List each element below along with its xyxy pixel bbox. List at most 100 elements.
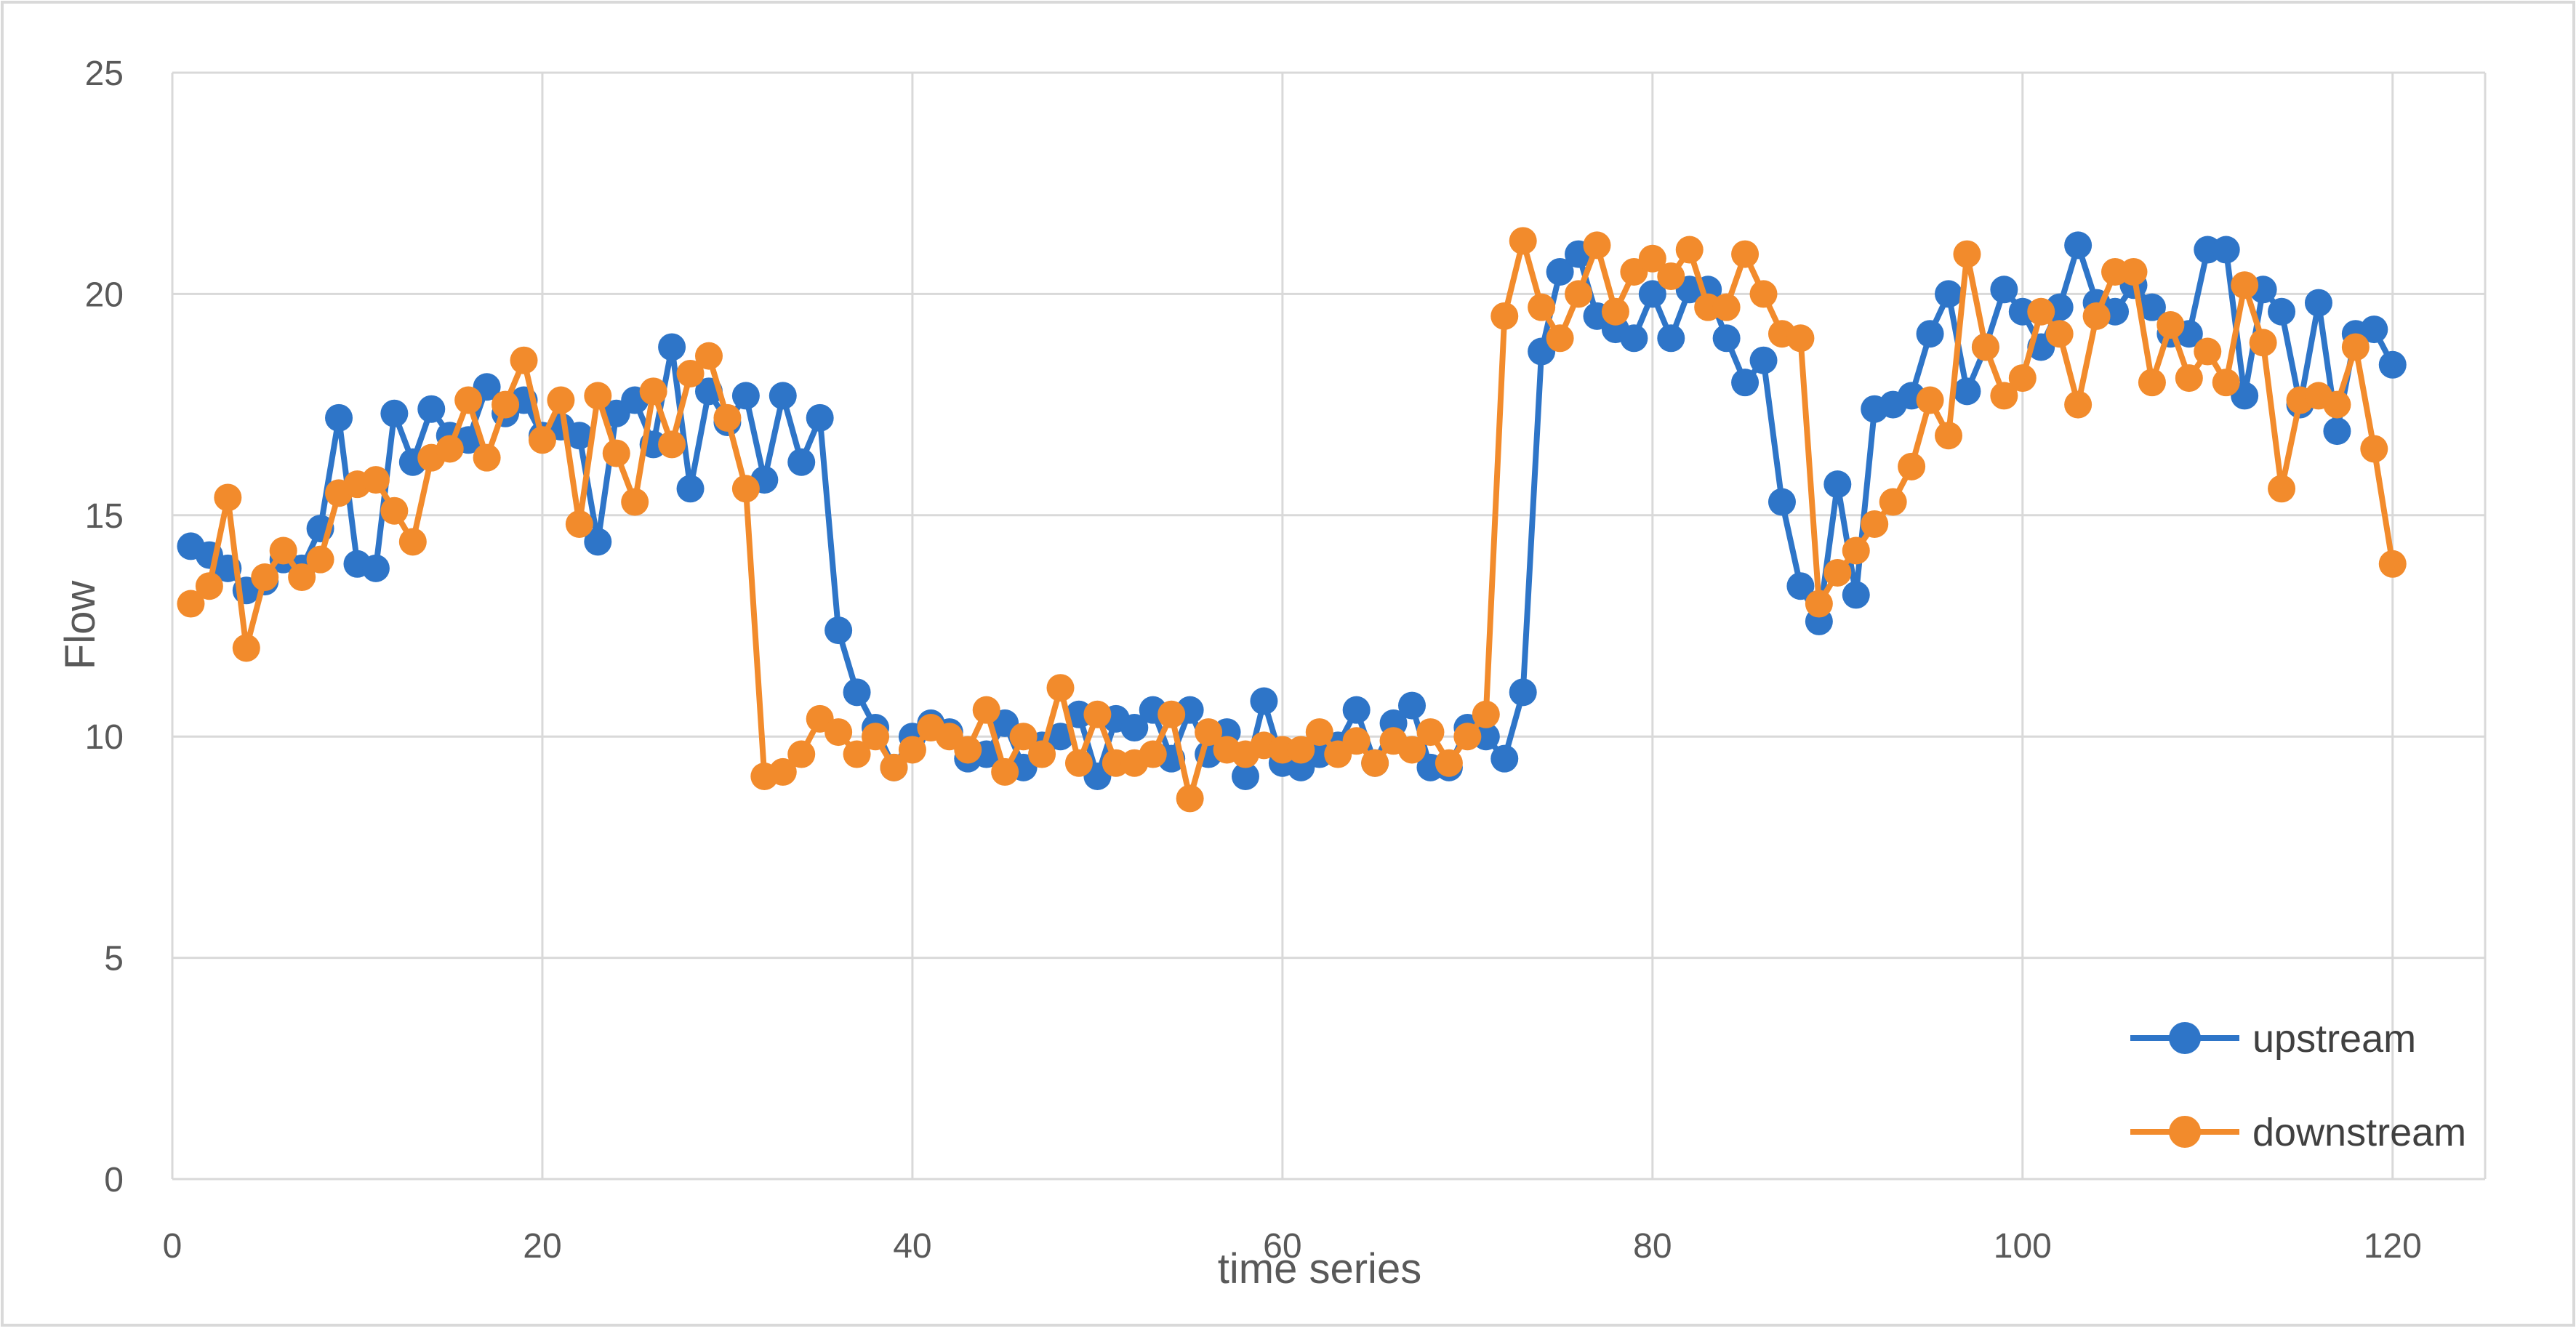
data-point-upstream (1953, 377, 1981, 406)
data-point-downstream (898, 736, 926, 764)
data-point-downstream (824, 718, 853, 747)
data-point-downstream (510, 346, 538, 374)
data-point-downstream (2341, 333, 2370, 361)
y-tick-label: 25 (85, 55, 124, 93)
data-point-upstream (1231, 762, 1259, 790)
data-point-downstream (954, 736, 982, 764)
data-point-downstream (621, 488, 649, 516)
data-point-downstream (694, 342, 723, 370)
legend-swatch-marker (2169, 1022, 2201, 1054)
data-point-downstream (1416, 718, 1445, 747)
data-point-downstream (232, 634, 260, 662)
data-point-upstream (769, 382, 797, 410)
data-point-downstream (288, 563, 316, 592)
data-point-downstream (361, 466, 390, 494)
data-point-downstream (972, 696, 1000, 724)
data-point-upstream (2212, 236, 2240, 264)
data-point-downstream (584, 382, 612, 410)
x-tick-label: 40 (893, 1227, 931, 1266)
data-point-downstream (2323, 390, 2351, 419)
data-point-downstream (1490, 302, 1519, 330)
data-point-upstream (1046, 723, 1075, 751)
data-point-downstream (398, 528, 427, 556)
data-point-downstream (1971, 333, 1999, 361)
data-point-upstream (565, 422, 593, 450)
data-point-downstream (731, 475, 760, 503)
data-point-downstream (1157, 700, 1186, 728)
data-point-downstream (1749, 280, 1778, 308)
y-axis-title: Flow (57, 580, 104, 670)
data-point-upstream (1786, 572, 1815, 600)
data-point-downstream (565, 510, 593, 538)
data-point-upstream (1935, 280, 1963, 308)
data-point-downstream (1712, 293, 1741, 321)
y-tick-label: 20 (85, 276, 124, 314)
data-point-downstream (2045, 320, 2074, 348)
data-point-downstream (1435, 749, 1463, 777)
gridlines (171, 71, 2487, 1181)
x-tick-label: 0 (163, 1227, 182, 1266)
data-point-downstream (1195, 718, 1223, 747)
data-point-downstream (880, 753, 908, 781)
data-point-downstream (1898, 452, 1926, 480)
x-tick-label: 120 (2364, 1227, 2422, 1266)
data-point-downstream (473, 443, 501, 472)
data-point-downstream (676, 359, 705, 387)
data-point-upstream (676, 475, 705, 503)
data-point-downstream (1453, 723, 1482, 751)
data-point-downstream (1064, 749, 1093, 777)
data-point-downstream (1990, 382, 2018, 410)
data-point-downstream (1823, 558, 1852, 587)
x-tick-label: 100 (1994, 1227, 2052, 1266)
data-point-upstream (325, 403, 353, 432)
x-tick-label: 20 (523, 1227, 561, 1266)
data-point-upstream (380, 399, 409, 427)
data-point-downstream (2119, 257, 2148, 286)
data-point-upstream (1546, 257, 1574, 286)
data-point-downstream (1176, 784, 1204, 813)
data-point-downstream (1657, 262, 1685, 291)
y-tick-label: 15 (85, 497, 124, 536)
data-point-downstream (2231, 271, 2259, 299)
x-tick-label: 80 (1633, 1227, 1672, 1266)
data-point-downstream (1786, 324, 1815, 353)
data-point-upstream (1731, 369, 1760, 397)
data-point-upstream (2064, 231, 2093, 260)
data-point-upstream (1250, 687, 1278, 715)
data-point-upstream (1749, 346, 1778, 374)
data-point-downstream (1083, 700, 1112, 728)
data-point-downstream (547, 386, 575, 414)
data-point-downstream (195, 572, 223, 600)
data-point-upstream (1638, 280, 1666, 308)
data-point-downstream (1805, 590, 1833, 618)
data-point-downstream (2378, 550, 2407, 578)
data-point-downstream (1509, 227, 1537, 255)
data-point-downstream (1565, 280, 1593, 308)
data-point-upstream (1398, 691, 1427, 720)
data-point-upstream (2138, 293, 2166, 321)
legend-entry-downstream: downstream (2130, 1111, 2466, 1154)
legend-swatch-marker (2169, 1116, 2201, 1148)
data-point-upstream (1120, 714, 1149, 742)
data-point-downstream (1861, 510, 1889, 538)
data-point-upstream (1990, 276, 2018, 304)
x-tick-label: 60 (1263, 1227, 1301, 1266)
data-point-downstream (1139, 740, 1167, 768)
data-point-downstream (1879, 488, 1907, 516)
data-point-upstream (731, 382, 760, 410)
data-point-downstream (306, 545, 334, 574)
data-point-downstream (1731, 240, 1760, 268)
data-point-upstream (2360, 315, 2388, 344)
data-point-downstream (1361, 749, 1389, 777)
data-point-upstream (1620, 324, 1648, 353)
data-point-upstream (2304, 289, 2332, 317)
data-point-upstream (1768, 488, 1796, 516)
data-point-downstream (454, 386, 483, 414)
data-point-downstream (1953, 240, 1981, 268)
data-point-downstream (639, 377, 667, 406)
data-point-downstream (491, 390, 520, 419)
data-point-upstream (1916, 320, 1944, 348)
series-layer (177, 227, 2407, 813)
